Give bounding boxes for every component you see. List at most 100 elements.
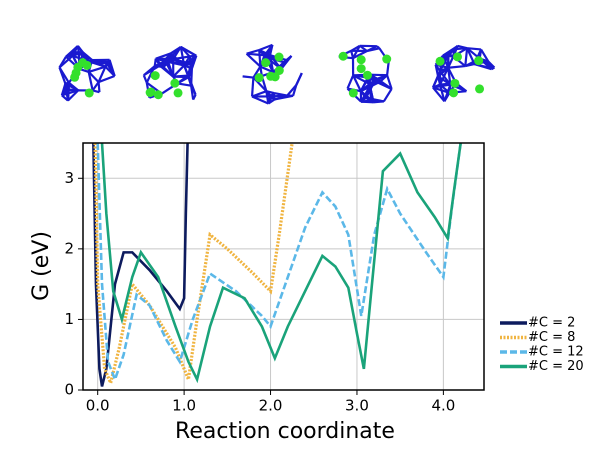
carbon-atom	[348, 88, 358, 98]
bond	[385, 61, 390, 76]
bond	[172, 64, 185, 78]
bond	[91, 81, 100, 92]
bond	[360, 99, 372, 103]
bond	[67, 89, 79, 102]
bond	[442, 55, 450, 69]
bond	[273, 92, 288, 97]
bond	[265, 56, 285, 64]
bond	[190, 85, 195, 100]
bond	[159, 60, 167, 67]
bond	[259, 65, 274, 74]
x-tick-label: 1.0	[172, 397, 196, 415]
x-tick-label: 0.0	[86, 397, 110, 415]
bond	[269, 92, 275, 98]
bond	[432, 86, 446, 103]
bond	[145, 65, 156, 84]
series-line	[92, 143, 189, 387]
carbon-atom	[84, 88, 94, 98]
bond	[164, 60, 175, 78]
bond	[155, 52, 172, 60]
bond	[369, 80, 381, 86]
bond	[187, 76, 193, 86]
bond	[66, 90, 70, 101]
bond	[350, 44, 361, 52]
carbon-atom	[70, 72, 80, 82]
carbon-atom	[449, 88, 459, 98]
bond	[170, 46, 182, 55]
bond	[352, 74, 362, 92]
bond	[368, 83, 373, 101]
bond	[164, 52, 172, 63]
bond	[190, 55, 198, 69]
carbon-atom	[356, 64, 366, 74]
bond	[76, 45, 90, 63]
bond	[438, 84, 446, 102]
carbon-atom	[173, 88, 183, 98]
x-tick-label: 2.0	[259, 397, 283, 415]
plot-frame	[82, 142, 485, 391]
bond	[439, 70, 452, 86]
bond	[379, 74, 388, 83]
carbon-atom	[82, 60, 92, 70]
series-line	[100, 143, 462, 384]
bond	[286, 84, 298, 97]
y-tick-label: 1	[64, 310, 74, 328]
bond	[97, 66, 107, 83]
y-tick-label: 0	[64, 381, 74, 399]
bond	[439, 66, 449, 73]
bond	[180, 45, 197, 57]
bond	[245, 52, 262, 68]
bond	[87, 71, 94, 91]
carbon-atom	[475, 84, 485, 94]
bond	[386, 74, 393, 90]
y-axis-label: G (eV)	[29, 231, 54, 301]
carbon-atom	[170, 78, 180, 88]
bond	[448, 64, 466, 69]
bond	[58, 66, 70, 84]
series-line	[96, 143, 462, 384]
bond	[443, 84, 452, 102]
carbon-atom	[452, 52, 462, 62]
carbon-atom	[362, 70, 372, 80]
carbon-atom	[153, 90, 163, 100]
bond	[352, 74, 371, 85]
bond	[447, 55, 455, 69]
carbon-atom	[274, 52, 284, 62]
y-tick-label: 2	[64, 239, 74, 257]
y-tick-label: 3	[64, 169, 74, 187]
bond	[91, 59, 106, 68]
bond	[246, 52, 265, 57]
bond	[252, 66, 262, 79]
bond	[58, 56, 67, 69]
legend-label: #C = 2	[528, 316, 575, 331]
carbon-atom	[435, 56, 445, 66]
bond	[464, 48, 469, 67]
legend-label: #C = 8	[528, 330, 575, 345]
legend-label: #C = 12	[528, 345, 584, 360]
bond	[379, 80, 393, 90]
bond	[169, 52, 185, 67]
bond	[480, 48, 490, 62]
bond	[465, 62, 475, 68]
bond	[176, 76, 190, 85]
bond	[251, 95, 269, 105]
legend-label: #C = 20	[528, 359, 584, 374]
bond	[376, 45, 381, 50]
bond	[159, 64, 174, 78]
bond	[295, 72, 303, 86]
bond	[242, 75, 254, 79]
bond	[165, 60, 185, 67]
bond	[263, 44, 274, 56]
bond	[466, 47, 482, 51]
carbon-atom	[261, 58, 271, 68]
bond	[352, 50, 368, 60]
bond	[104, 59, 111, 68]
bond	[250, 77, 255, 97]
carbon-atom	[338, 51, 348, 61]
x-axis-label: Reaction coordinate	[175, 419, 395, 444]
carbon-atom	[356, 55, 366, 65]
carbon-atom	[382, 54, 392, 64]
bond	[179, 46, 186, 66]
bond	[350, 50, 355, 59]
